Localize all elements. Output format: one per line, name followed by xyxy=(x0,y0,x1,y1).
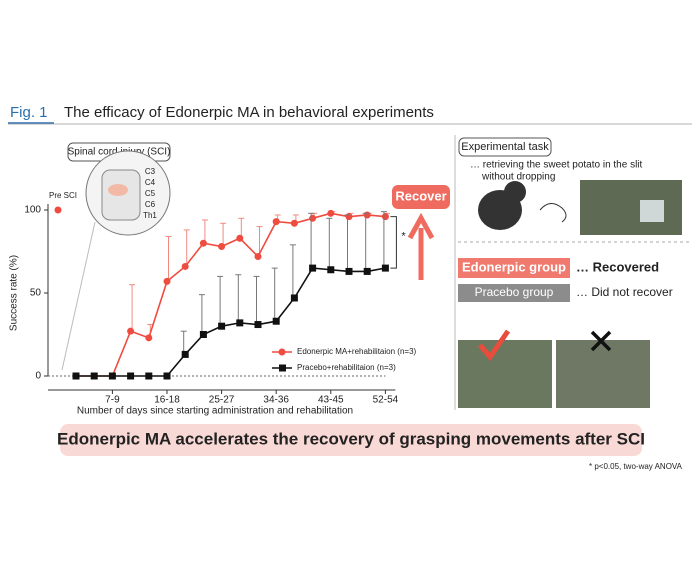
task-text: without dropping xyxy=(481,172,555,183)
x-tick-label: 7-9 xyxy=(105,395,120,406)
edonerpic-box xyxy=(458,258,570,278)
significance-bracket xyxy=(390,216,397,269)
vertebra-label: C5 xyxy=(145,189,156,198)
cross xyxy=(590,330,612,352)
x-tick-label: 43-45 xyxy=(318,395,344,406)
point xyxy=(181,262,189,270)
edonerpic-group: Edonerpic group xyxy=(462,259,566,274)
point xyxy=(290,219,298,227)
placebo-group: Pracebo group xyxy=(475,285,554,299)
vertebra-label: C4 xyxy=(145,178,156,187)
point xyxy=(290,294,298,302)
point xyxy=(127,327,135,335)
placebo-result: … Did not recover xyxy=(576,285,673,299)
hand xyxy=(539,203,567,223)
point xyxy=(345,213,353,221)
point xyxy=(163,277,171,285)
pre-label: Pre SCI xyxy=(49,191,77,200)
point xyxy=(236,319,244,327)
check xyxy=(478,329,511,362)
x-tick-label: 52-54 xyxy=(373,395,399,406)
plot: 0 50 100 Success rate (%) Number of days sin… xyxy=(9,191,417,417)
y-tick-label: 100 xyxy=(24,205,41,216)
photo xyxy=(458,340,552,408)
significance: * xyxy=(401,230,406,242)
point xyxy=(254,321,262,329)
x-tick-label: 34-36 xyxy=(263,395,289,406)
task-box xyxy=(458,137,552,157)
injury xyxy=(108,184,128,196)
point xyxy=(345,267,353,275)
y-axis-label: Success rate (%) xyxy=(9,255,20,331)
vertebra-label: Th1 xyxy=(143,211,157,220)
placebo-box xyxy=(458,284,570,302)
banner-box xyxy=(60,424,642,456)
recover: Recover xyxy=(395,188,446,203)
point xyxy=(199,331,207,338)
point xyxy=(363,211,371,219)
point xyxy=(218,322,226,330)
point xyxy=(72,372,80,380)
recover-box xyxy=(392,185,450,209)
point xyxy=(309,264,317,272)
task-title: Experimental task xyxy=(461,141,549,153)
arrow xyxy=(407,212,435,280)
point xyxy=(145,372,153,380)
vertebra-label: C3 xyxy=(145,167,156,176)
point xyxy=(272,317,280,325)
point xyxy=(218,243,226,251)
point xyxy=(309,214,317,222)
legend-marker xyxy=(279,364,286,372)
x-tick-label: 25-27 xyxy=(209,395,235,406)
fig-title: The efficacy of Edonerpic MA in behavior… xyxy=(64,104,434,121)
point xyxy=(145,334,153,342)
vertebra-label: C6 xyxy=(145,200,156,209)
point xyxy=(381,264,389,272)
point xyxy=(327,266,335,274)
y-tick-label: 0 xyxy=(35,371,41,382)
y-tick-label: 50 xyxy=(30,288,42,299)
point xyxy=(127,372,135,380)
point xyxy=(236,234,244,242)
photo xyxy=(580,180,682,235)
photo-detail xyxy=(640,200,664,222)
pre-point xyxy=(54,206,62,214)
legend-label: Pracebo+rehabilitaion (n=3) xyxy=(297,363,396,372)
point xyxy=(90,372,98,380)
x-axis-label: Number of days since starting administra… xyxy=(77,406,353,417)
point xyxy=(108,372,116,380)
photo xyxy=(556,340,650,408)
legend-marker xyxy=(278,348,286,356)
edonerpic-result: … Recovered xyxy=(576,259,659,274)
x-tick-label: 16-18 xyxy=(154,395,180,406)
pointer xyxy=(61,221,96,371)
monkey-head xyxy=(504,181,526,203)
point xyxy=(272,218,280,226)
point xyxy=(181,350,189,358)
point xyxy=(163,372,171,380)
legend-label: Edonerpic MA+rehabilitaion (n=3) xyxy=(297,347,417,356)
point xyxy=(199,239,207,247)
point xyxy=(254,252,262,260)
point xyxy=(327,209,335,217)
fig-label: Fig. 1 xyxy=(10,104,48,121)
point xyxy=(363,267,371,275)
footnote: * p<0.05, two-way ANOVA xyxy=(589,462,683,471)
point xyxy=(381,213,389,221)
banner: Edonerpic MA accelerates the recovery of… xyxy=(57,429,645,448)
task-text: … retrieving the sweet potato in the sli… xyxy=(470,160,643,171)
